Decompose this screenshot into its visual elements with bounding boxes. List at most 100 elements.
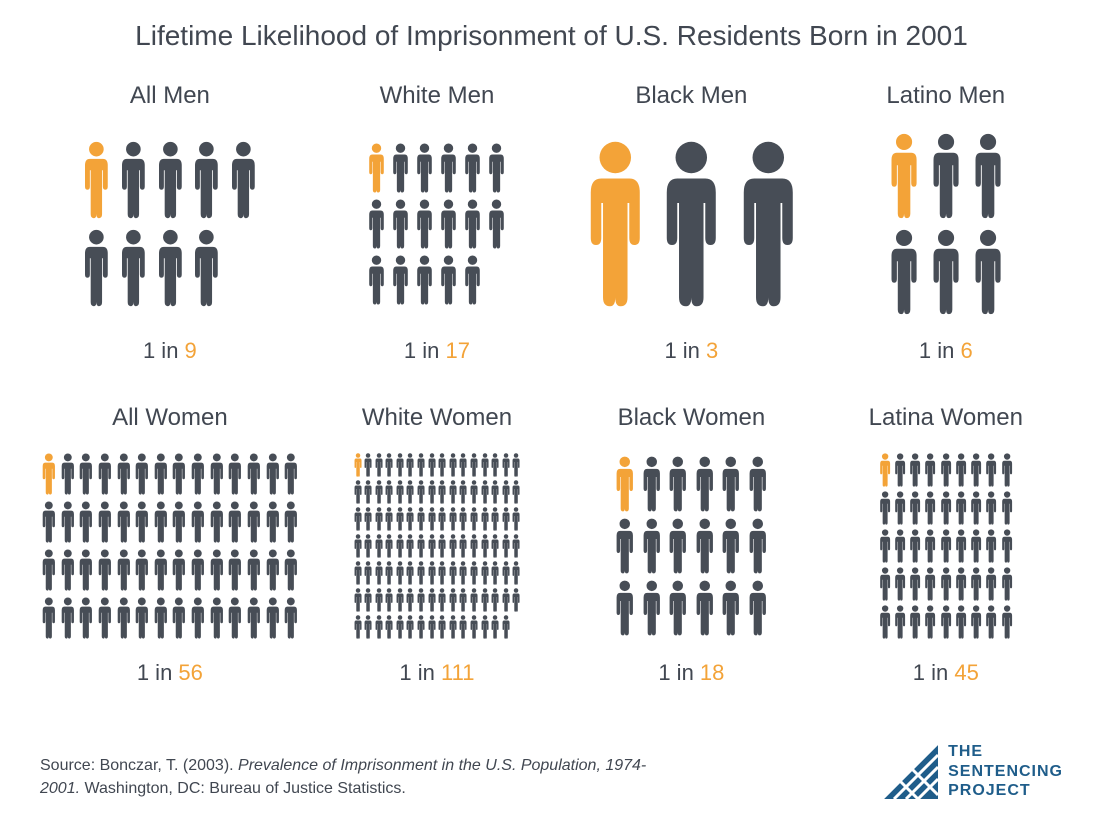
person-icon [208, 501, 226, 543]
person-icon [1000, 453, 1014, 487]
person-icon [133, 597, 151, 639]
person-icon [384, 588, 394, 612]
person-icon [405, 453, 415, 477]
person-icon [458, 588, 468, 612]
person-icon [59, 549, 77, 591]
person-icon [353, 561, 363, 585]
person-icon [427, 588, 437, 612]
person-icon [970, 133, 1006, 219]
person-icon [928, 133, 964, 219]
person-icon [939, 605, 953, 639]
person-icon [384, 507, 394, 531]
stat-value: 111 [441, 660, 474, 685]
person-icon [384, 561, 394, 585]
icon-row [353, 561, 522, 585]
person-icon [469, 507, 479, 531]
person-icon [152, 597, 170, 639]
person-icon [96, 549, 114, 591]
person-icon [416, 615, 426, 639]
person-icon [115, 501, 133, 543]
group-label: Latina Women [869, 404, 1023, 432]
person-icon [511, 453, 521, 477]
person-icon [666, 518, 690, 574]
person-icon [693, 580, 717, 636]
person-icon [363, 561, 373, 585]
person-icon [353, 534, 363, 558]
infographic-grid: All Men 1 in 9White Men [40, 82, 1063, 686]
icon-row [366, 143, 507, 193]
person-icon [613, 518, 637, 574]
person-icon [719, 580, 743, 636]
person-icon [190, 141, 223, 219]
icon-rows [366, 143, 507, 305]
person-icon [693, 456, 717, 512]
stat-value: 9 [185, 338, 197, 363]
person-icon [458, 453, 468, 477]
group-label: White Women [362, 404, 512, 432]
person-icon [395, 507, 405, 531]
person-icon [480, 588, 490, 612]
icon-row [613, 580, 769, 636]
person-icon [189, 453, 207, 495]
person-icon [480, 453, 490, 477]
logo-line2: SENTENCING [948, 762, 1063, 781]
person-icon [416, 507, 426, 531]
person-icon [640, 580, 664, 636]
group-label: All Men [130, 82, 210, 110]
person-icon [416, 453, 426, 477]
person-icon [490, 561, 500, 585]
person-icon [746, 580, 770, 636]
person-icon [511, 480, 521, 504]
person-icon [490, 615, 500, 639]
person-icon [366, 143, 387, 193]
person-icon [427, 561, 437, 585]
person-icon [374, 507, 384, 531]
icon-row [80, 229, 223, 307]
person-icon [226, 549, 244, 591]
person-icon [469, 480, 479, 504]
person-icon [40, 597, 58, 639]
person-icon [613, 456, 637, 512]
icon-row [353, 453, 522, 477]
person-icon [189, 597, 207, 639]
person-icon [1000, 491, 1014, 525]
person-icon [390, 143, 411, 193]
person-icon [384, 615, 394, 639]
person-icon [374, 480, 384, 504]
person-icon [152, 453, 170, 495]
person-icon [366, 199, 387, 249]
person-icon [486, 199, 507, 249]
person-icon [939, 529, 953, 563]
source-prefix: Source: Bonczar, T. (2003). [40, 757, 238, 774]
person-icon [405, 561, 415, 585]
person-icon [969, 605, 983, 639]
icon-row [886, 229, 1006, 315]
stat-prefix: 1 in [913, 660, 955, 685]
person-icon [282, 453, 300, 495]
person-icon [1000, 605, 1014, 639]
person-icon [746, 518, 770, 574]
person-icon [448, 453, 458, 477]
person-icon [245, 501, 263, 543]
person-icon [954, 453, 968, 487]
person-icon [908, 567, 922, 601]
person-icon [282, 549, 300, 591]
person-icon [469, 588, 479, 612]
person-icon [115, 549, 133, 591]
person-icon [656, 140, 727, 308]
person-icon [170, 501, 188, 543]
person-icon [719, 456, 743, 512]
person-icon [984, 567, 998, 601]
icon-row [613, 518, 769, 574]
person-icon [245, 453, 263, 495]
icon-rows [80, 141, 260, 307]
icon-area [40, 124, 300, 324]
person-icon [363, 453, 373, 477]
person-icon [117, 141, 150, 219]
person-icon [115, 453, 133, 495]
group-label: All Women [112, 404, 228, 432]
person-icon [405, 507, 415, 531]
person-icon [170, 549, 188, 591]
person-icon [264, 597, 282, 639]
person-icon [480, 534, 490, 558]
